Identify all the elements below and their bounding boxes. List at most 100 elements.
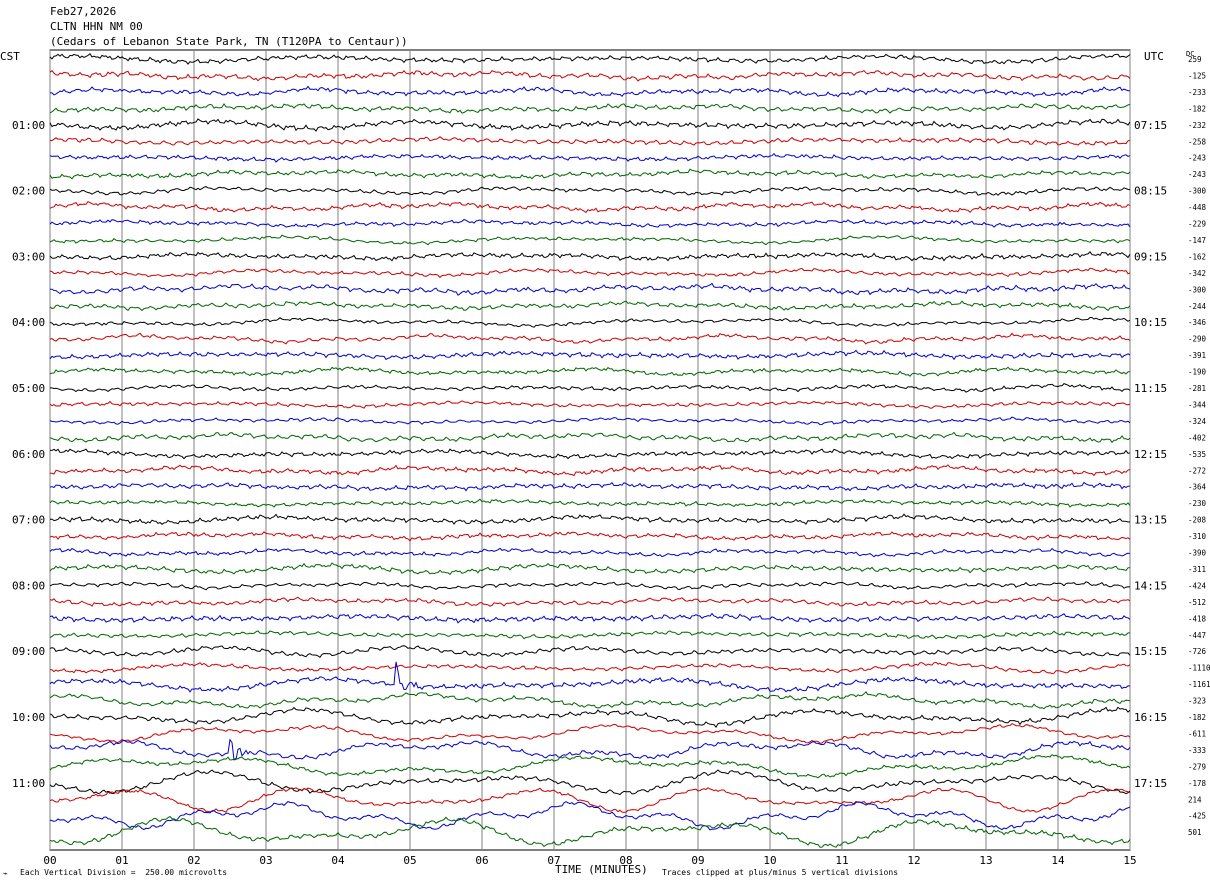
seismic-trace (50, 85, 1130, 98)
left-hour-label: 05:00 (12, 382, 45, 395)
dc-offset-label: -230 (1188, 499, 1207, 508)
x-tick-label: 14 (1051, 854, 1065, 867)
seismic-trace (49, 234, 1131, 246)
seismic-trace (49, 349, 1131, 361)
dc-offset-label: -281 (1188, 384, 1206, 393)
dc-offset-label: -512 (1188, 598, 1206, 607)
right-hour-label: 16:15 (1134, 711, 1167, 724)
x-tick-label: 07 (547, 854, 560, 867)
right-hour-label: 12:15 (1134, 448, 1167, 461)
seismic-trace (49, 562, 1131, 576)
x-tick-label: 15 (1123, 854, 1136, 867)
seismic-trace (49, 53, 1131, 65)
seismic-trace (49, 596, 1131, 607)
dc-offset-label: -300 (1188, 187, 1207, 196)
dc-offset-label: -125 (1188, 71, 1206, 80)
seismic-trace (49, 218, 1131, 228)
dc-offset-label: -147 (1188, 236, 1206, 245)
seismic-trace (49, 753, 1131, 779)
dc-offset-label: -726 (1188, 647, 1207, 656)
dc-offset-label: -346 (1188, 318, 1207, 327)
seismic-trace (49, 267, 1131, 279)
seismic-trace (49, 787, 1131, 813)
dc-offset-label: -402 (1188, 433, 1206, 442)
seismic-trace (49, 69, 1131, 82)
seismic-trace (49, 723, 1131, 744)
left-hour-label: 09:00 (12, 645, 45, 658)
seismic-trace (49, 317, 1131, 328)
x-tick-label: 05 (403, 854, 416, 867)
left-hour-label: 03:00 (12, 250, 45, 263)
dc-offset-label: -611 (1188, 729, 1206, 738)
dc-offset-label: -323 (1188, 697, 1206, 706)
dc-offset-label: -272 (1188, 466, 1206, 475)
station-code: CLTN HHN NM 00 (50, 20, 143, 33)
seismic-trace (49, 102, 1131, 114)
seismic-trace (49, 448, 1131, 460)
left-hour-label: 10:00 (12, 711, 45, 724)
x-tick-label: 06 (475, 854, 488, 867)
left-hour-label: 06:00 (12, 448, 45, 461)
seismic-trace (49, 815, 1131, 848)
dc-offset-label: -344 (1188, 400, 1207, 409)
dc-offset-label: -364 (1188, 483, 1207, 492)
seismic-trace (49, 416, 1131, 426)
left-hour-label: 02:00 (12, 185, 45, 198)
x-tick-label: 00 (43, 854, 56, 867)
seismic-trace (49, 738, 1131, 761)
dc-offset-label: -425 (1188, 812, 1206, 821)
seismic-trace (49, 366, 1131, 377)
dc-offset-label: -300 (1188, 285, 1207, 294)
right-hour-label: 15:15 (1134, 645, 1167, 658)
left-hour-label: 11:00 (12, 777, 45, 790)
dc-offset-label: -233 (1188, 88, 1206, 97)
plot-date: Feb27,2026 (50, 5, 117, 18)
right-hour-label: 08:15 (1134, 185, 1167, 198)
x-axis-label: TIME (MINUTES) (555, 863, 648, 876)
seismic-trace (49, 136, 1131, 146)
seismic-trace (49, 691, 1131, 710)
dc-offset-label: -243 (1188, 154, 1206, 163)
x-tick-label: 04 (331, 854, 345, 867)
dc-offset-label: -418 (1188, 614, 1207, 623)
footer-marker: ⌁ (3, 869, 8, 878)
right-hour-label: 11:15 (1134, 382, 1167, 395)
left-hour-label: 01:00 (12, 119, 45, 132)
dc-offset-label: -182 (1188, 713, 1206, 722)
seismic-trace (49, 547, 1131, 558)
dc-offset-label: -311 (1188, 565, 1206, 574)
dc-offset-label: -535 (1188, 450, 1206, 459)
seismic-trace (49, 513, 1131, 525)
left-hour-label: 04:00 (12, 316, 45, 329)
seismic-trace (49, 498, 1131, 508)
dc-offset-label: -290 (1188, 335, 1207, 344)
dc-offset-label: -182 (1188, 104, 1206, 113)
seismic-trace (49, 581, 1131, 591)
seismic-trace (49, 769, 1131, 796)
clip-note: Traces clipped at plus/minus 5 vertical … (662, 868, 899, 877)
x-tick-label: 08 (619, 854, 632, 867)
seismic-trace (49, 431, 1131, 444)
dc-offset-label: -243 (1188, 170, 1206, 179)
right-hour-label: 14:15 (1134, 579, 1167, 592)
seismic-trace (49, 332, 1131, 345)
dc-offset-label: -208 (1188, 516, 1207, 525)
dc-offset-label: -244 (1188, 302, 1207, 311)
x-tick-label: 03 (259, 854, 272, 867)
dc-offset-label: -390 (1188, 549, 1207, 558)
dc-offset-label: 501 (1188, 828, 1202, 837)
right-hour-label: 10:15 (1134, 316, 1167, 329)
dc-offset-label: -391 (1188, 351, 1206, 360)
seismic-trace (49, 801, 1131, 831)
seismic-trace (49, 531, 1131, 542)
dc-offset-label: -310 (1188, 532, 1207, 541)
seismic-trace (49, 168, 1131, 180)
dc-offset-label: -424 (1188, 581, 1207, 590)
seismic-trace (50, 282, 1131, 296)
dc-offset-label: -324 (1188, 417, 1207, 426)
dc-offset-label: -1161 (1188, 680, 1210, 689)
dc-offset-label: -448 (1188, 203, 1207, 212)
station-location: (Cedars of Lebanon State Park, TN (T120P… (50, 35, 408, 48)
dc-offset-label: -279 (1188, 762, 1206, 771)
